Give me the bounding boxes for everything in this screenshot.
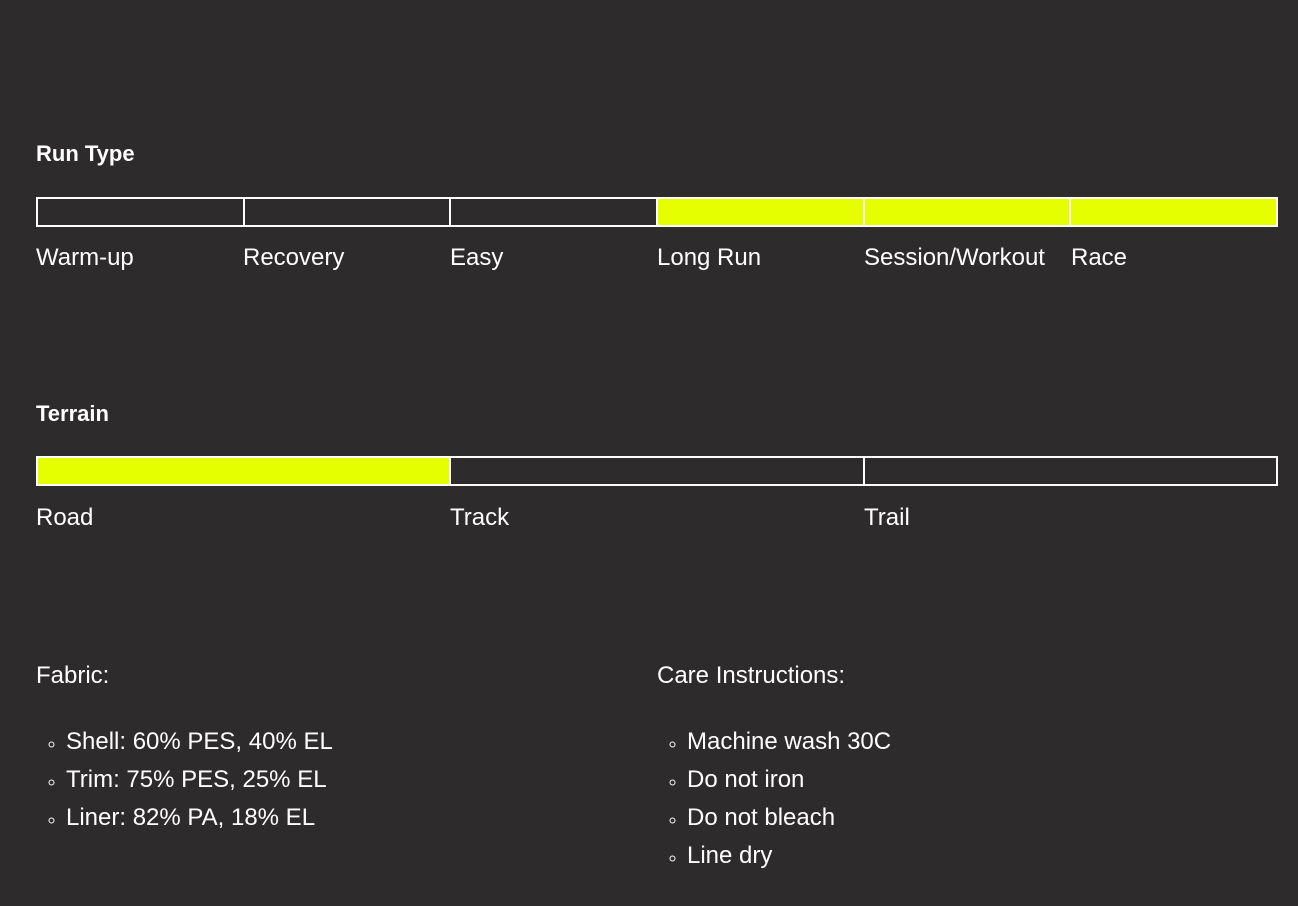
scale-segment [449,458,862,484]
section-title: Run Type [36,141,135,166]
scale-segment [1069,199,1277,225]
list-item: Trim: 75% PES, 25% EL [66,766,333,804]
scale-segment [38,458,450,484]
section-heading: Fabric: [36,662,110,689]
list-item: Line dry [687,842,891,880]
scale-segment [862,458,1276,484]
scale-labels: Road Track Trail [36,504,1278,532]
scale-label: Recovery [243,244,345,271]
scale-segment [656,199,863,225]
scale-label: Road [36,504,94,531]
list-item: Machine wash 30C [687,728,891,766]
fabric-list: Shell: 60% PES, 40% ELTrim: 75% PES, 25%… [36,728,333,842]
list-item: Do not bleach [687,804,891,842]
scale-label: Race [1071,244,1128,271]
section-title: Terrain [36,401,109,426]
scale-bar [36,456,1278,486]
fabric-section: Fabric: Shell: 60% PES, 40% ELTrim: 75% … [36,662,333,842]
scale-label: Session/Workout [864,244,1045,271]
care-list: Machine wash 30CDo not ironDo not bleach… [657,728,891,880]
scale-segment [862,199,1070,225]
scale-segment [38,199,243,225]
scale-label: Long Run [657,244,762,271]
scale-label: Trail [864,504,910,531]
list-item: Do not iron [687,766,891,804]
list-item: Shell: 60% PES, 40% EL [66,728,333,766]
section-heading: Care Instructions: [657,662,846,689]
scale-segment [449,199,656,225]
scale-label: Easy [450,244,504,271]
scale-label: Track [450,504,510,531]
scale-segment [242,199,450,225]
care-section: Care Instructions: Machine wash 30CDo no… [657,662,891,880]
scale-bar [36,197,1278,227]
scale-label: Warm-up [36,244,134,271]
scale-labels: Warm-up Recovery Easy Long Run Session/Worko… [36,244,1278,272]
list-item: Liner: 82% PA, 18% EL [66,804,333,842]
